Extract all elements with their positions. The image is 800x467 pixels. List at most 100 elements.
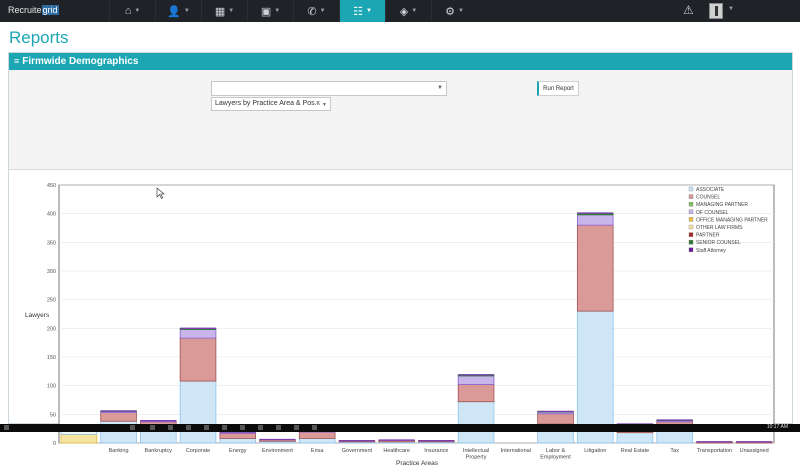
brand-prefix: Recruite xyxy=(8,5,42,15)
legend-label: MANAGING PARTNER xyxy=(696,202,748,208)
panel-menu-icon[interactable]: ≡ xyxy=(14,56,20,66)
x-tick-label: Bankruptcy xyxy=(145,448,173,454)
x-tick-label: Environment xyxy=(262,448,293,454)
taskbar-app-icon[interactable] xyxy=(294,425,299,430)
chevron-down-icon[interactable]: ▼ xyxy=(437,85,443,91)
briefcase-icon: ▣ xyxy=(260,5,272,18)
y-tick-label: 250 xyxy=(47,298,56,304)
bar-segment xyxy=(656,431,693,444)
os-taskbar: 10:17 AM xyxy=(0,424,800,432)
x-tick-label: Tax xyxy=(670,448,679,454)
phone-icon: ✆ xyxy=(307,5,317,18)
tags-icon: ◈ xyxy=(399,5,409,18)
briefcase-nav[interactable]: ▣ ▼ xyxy=(247,0,293,22)
x-tick-label: Government xyxy=(342,448,373,454)
y-axis-label: Lawyers xyxy=(25,312,50,319)
home-nav[interactable]: ⌂ ▼ xyxy=(109,0,155,22)
bar-segment xyxy=(576,214,614,226)
legend-label: ASSOCIATE xyxy=(696,187,725,193)
tags-nav[interactable]: ◈ ▼ xyxy=(385,0,431,22)
y-tick-label: 150 xyxy=(47,355,56,361)
bar-segment xyxy=(457,401,495,444)
panel-title: Firmwide Demographics xyxy=(22,56,139,67)
y-tick-label: 200 xyxy=(47,326,56,332)
x-tick-label: Energy xyxy=(229,448,247,454)
legend-swatch xyxy=(688,209,694,214)
taskbar-app-icon[interactable] xyxy=(240,425,245,430)
clear-icon[interactable]: × xyxy=(315,100,320,107)
y-tick-label: 450 xyxy=(47,183,56,189)
x-tick-label: Corporate xyxy=(186,448,210,454)
y-tick-label: 300 xyxy=(47,269,56,275)
legend-swatch xyxy=(688,217,694,222)
x-tick-label: International xyxy=(501,448,531,454)
legend-label: OTHER LAW FIRMS xyxy=(696,225,743,231)
phone-nav[interactable]: ✆ ▼ xyxy=(293,0,339,22)
bar-segment xyxy=(100,412,137,422)
taskbar-app-icon[interactable] xyxy=(222,425,227,430)
x-tick-label: Litigation xyxy=(584,448,606,454)
chevron-down-icon: ▼ xyxy=(134,8,141,14)
buildings-nav[interactable]: ▦ ▼ xyxy=(201,0,247,22)
taskbar-app-icon[interactable] xyxy=(186,425,191,430)
warning-icon[interactable]: ⚠ xyxy=(683,3,694,17)
x-tick-label: Erisa xyxy=(311,448,324,454)
run-report-button[interactable]: Run Report xyxy=(537,81,579,96)
chevron-down-icon: ▼ xyxy=(228,8,235,14)
legend-label: OFFICE MANAGING PARTNER xyxy=(696,217,768,223)
page-title: Reports xyxy=(9,28,69,47)
legend-swatch xyxy=(688,232,694,237)
settings-icon: ⚙ xyxy=(445,5,455,18)
bar-segment xyxy=(457,375,495,385)
y-tick-label: 50 xyxy=(50,412,56,418)
firmwide-demographics-panel: ≡ Firmwide Demographics ▼ Lawyers by Prac… xyxy=(8,52,793,467)
legend-label: SENIOR COUNSEL xyxy=(696,240,741,246)
bar-segment xyxy=(537,413,574,425)
bar-segment xyxy=(219,432,257,439)
taskbar-app-icon[interactable] xyxy=(258,425,263,430)
x-tick-label: Intellectual xyxy=(463,448,489,454)
y-tick-label: 350 xyxy=(47,240,56,246)
taskbar-app-icon[interactable] xyxy=(168,425,173,430)
legend-swatch xyxy=(688,224,694,230)
bar-segment xyxy=(576,224,614,312)
top-navbar: Recruitegrid ⌂ ▼ 👤 ▼ ▦ ▼ ▣ ▼ ✆ ▼ ☷ ▼ ◈ ▼ ⚙ ▼ ⚠ ▼ xyxy=(0,0,800,22)
report-type-value: Lawyers by Practice Area & Pos... xyxy=(215,100,321,107)
legend-label: OF COUNSEL xyxy=(696,210,729,216)
taskbar-app-icon[interactable] xyxy=(130,425,135,430)
people-nav[interactable]: 👤 ▼ xyxy=(155,0,201,22)
x-tick-label: Transportation xyxy=(697,448,732,454)
reports-icon: ☷ xyxy=(353,5,363,18)
bar-segment xyxy=(179,380,217,444)
reports-nav[interactable]: ☷ ▼ xyxy=(339,0,385,22)
bar-segment xyxy=(457,384,495,403)
brand-highlight: grid xyxy=(41,5,59,15)
taskbar-app-icon[interactable] xyxy=(312,425,317,430)
legend-swatch xyxy=(688,186,694,192)
settings-nav[interactable]: ⚙ ▼ xyxy=(431,0,477,22)
taskbar-app-icon[interactable] xyxy=(4,425,9,430)
report-filter-bar: ▼ Lawyers by Practice Area & Pos... × ▼ … xyxy=(9,70,792,170)
chevron-down-icon: ▼ xyxy=(411,8,418,14)
taskbar-clock: 10:17 AM xyxy=(766,424,788,430)
taskbar-app-icon[interactable] xyxy=(150,425,155,430)
plot-area xyxy=(58,184,775,444)
legend-label: PARTNER xyxy=(696,233,720,239)
report-type-select[interactable]: Lawyers by Practice Area & Pos... × ▼ xyxy=(211,97,331,111)
bar-segment xyxy=(60,433,98,444)
user-avatar[interactable] xyxy=(709,3,723,19)
x-axis-label: Practice Areas xyxy=(396,460,439,467)
user-menu-caret-icon[interactable]: ▼ xyxy=(728,6,734,12)
taskbar-app-icon[interactable] xyxy=(276,425,281,430)
taskbar-app-icon[interactable] xyxy=(204,425,209,430)
bar-segment xyxy=(179,337,217,382)
buildings-icon: ▦ xyxy=(214,5,226,18)
people-icon: 👤 xyxy=(167,5,181,18)
brand-logo[interactable]: Recruitegrid xyxy=(8,5,59,15)
x-tick-label: Employment xyxy=(540,455,571,461)
report-select[interactable]: ▼ xyxy=(211,81,447,96)
bar-segment xyxy=(298,438,336,444)
y-tick-label: 100 xyxy=(47,384,56,390)
y-tick-label: 400 xyxy=(47,212,56,218)
chevron-down-icon[interactable]: ▼ xyxy=(322,102,327,108)
